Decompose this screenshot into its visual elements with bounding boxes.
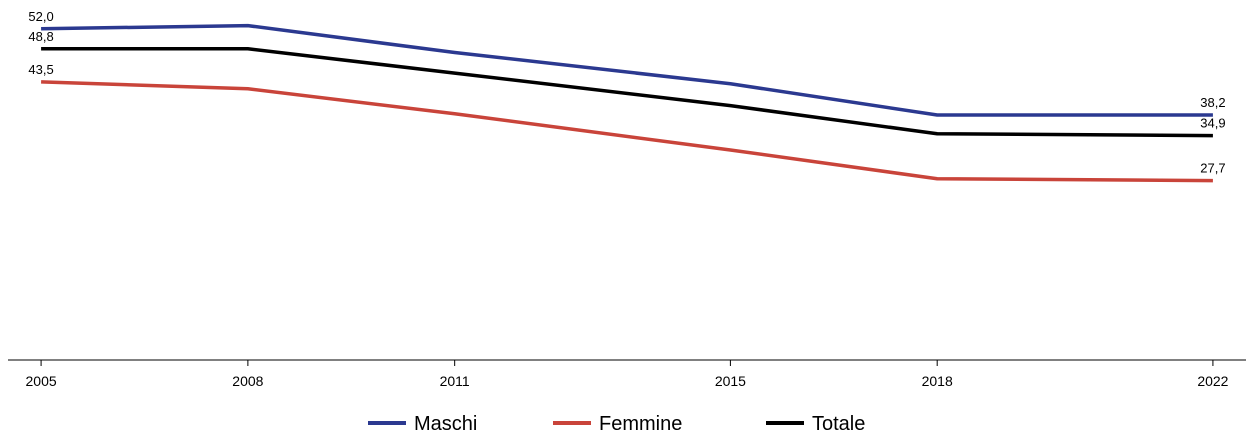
- data-label: 48,8: [28, 29, 53, 44]
- legend-label: Maschi: [414, 413, 477, 434]
- x-tick-label: 2015: [715, 373, 746, 389]
- series-line: [41, 47, 1213, 138]
- x-tick-label: 2022: [1197, 373, 1228, 389]
- legend-label: Femmine: [599, 413, 682, 434]
- data-label: 52,0: [28, 9, 53, 24]
- data-label: 34,9: [1200, 116, 1225, 131]
- x-tick-label: 2011: [440, 373, 470, 389]
- x-tick-label: 2008: [232, 373, 263, 389]
- data-label: 43,5: [28, 62, 53, 77]
- data-label: 27,7: [1200, 161, 1225, 176]
- x-tick-label: 2018: [922, 373, 953, 389]
- series-line: [41, 80, 1213, 183]
- data-label: 38,2: [1200, 95, 1225, 110]
- series-line: [41, 23, 1213, 117]
- legend-label: Totale: [812, 413, 865, 434]
- x-tick-label: 2005: [26, 373, 57, 389]
